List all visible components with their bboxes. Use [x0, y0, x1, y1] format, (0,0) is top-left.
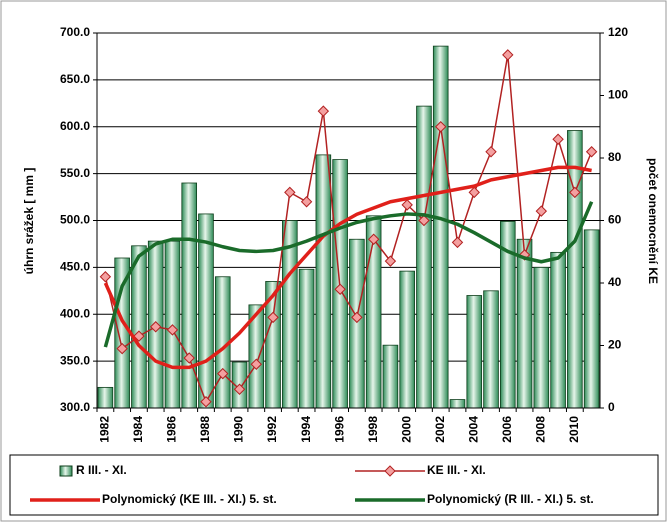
- marker: [435, 121, 447, 133]
- bar: [432, 45, 449, 409]
- x-tick-label: 2000: [399, 416, 413, 443]
- legend-label: Polynomický (R III. - XI.) 5. st.: [427, 492, 594, 506]
- x-tick-label: 1998: [366, 416, 380, 443]
- marker: [468, 186, 480, 199]
- bar: [466, 295, 483, 409]
- bar: [583, 229, 600, 409]
- x-tick-label: 2008: [533, 416, 547, 443]
- x-tick-label: 1986: [165, 416, 179, 443]
- bar: [97, 386, 114, 409]
- y-tick-label: 300.0: [60, 400, 90, 414]
- bar: [483, 290, 499, 409]
- y2-tick-label: 0: [608, 400, 615, 414]
- y-tick-label: 450.0: [60, 260, 90, 274]
- marker: [569, 186, 581, 199]
- x-tick-label: 2004: [466, 416, 480, 443]
- legend-label: R III. - XI.: [76, 463, 127, 477]
- marker: [451, 236, 464, 249]
- bar: [315, 154, 332, 409]
- marker: [217, 367, 229, 380]
- y-tick-label: 400.0: [60, 306, 90, 320]
- y2-tick-label: 40: [608, 275, 622, 289]
- x-tick-label: 1988: [198, 416, 212, 443]
- legend-box: [9, 454, 659, 516]
- x-tick-label: 1992: [265, 416, 279, 443]
- y-tick-label: 550.0: [60, 166, 90, 180]
- marker: [401, 199, 413, 211]
- bar: [382, 344, 399, 409]
- marker: [233, 383, 246, 395]
- y-tick-label: 500.0: [60, 213, 90, 227]
- bar: [533, 266, 550, 409]
- y2-tick-label: 80: [608, 150, 622, 164]
- bar: [399, 270, 415, 409]
- marker: [585, 146, 598, 158]
- marker: [418, 214, 430, 227]
- marker: [384, 255, 397, 267]
- y-tick-label: 600.0: [60, 119, 90, 133]
- marker: [552, 133, 564, 145]
- marker: [284, 186, 296, 199]
- marker: [267, 311, 279, 324]
- marker: [502, 49, 514, 61]
- bar: [516, 238, 533, 409]
- y2-tick-label: 100: [608, 88, 628, 102]
- legend-marker: [384, 465, 396, 477]
- marker: [317, 105, 330, 117]
- bar: [298, 268, 315, 409]
- y2-tick-label: 120: [608, 25, 628, 39]
- line: [103, 201, 594, 348]
- bar: [131, 245, 147, 409]
- bar: [349, 238, 365, 409]
- marker: [300, 196, 313, 208]
- marker: [166, 324, 179, 336]
- x-tick-label: 1994: [299, 416, 313, 443]
- bar: [449, 399, 466, 409]
- marker: [367, 233, 380, 245]
- marker: [149, 321, 162, 333]
- x-tick-label: 1982: [98, 416, 112, 443]
- y-axis-title: úhrn srážek [ mm ]: [22, 168, 36, 275]
- y-tick-label: 350.0: [60, 353, 90, 367]
- bar: [416, 105, 432, 409]
- marker: [351, 311, 363, 324]
- y-tick-label: 700.0: [60, 25, 90, 39]
- x-tick-label: 1984: [131, 416, 145, 443]
- marker: [334, 283, 346, 295]
- y2-axis-title: počet onemocnění KE: [646, 158, 660, 284]
- marker: [485, 146, 497, 158]
- bar: [181, 182, 197, 409]
- bar: [114, 257, 130, 409]
- x-tick-label: 2006: [500, 416, 514, 443]
- marker: [200, 396, 212, 408]
- y-tick-label: 650.0: [60, 72, 90, 86]
- legend-label: KE III. - XI.: [427, 463, 486, 477]
- marker: [133, 330, 145, 342]
- x-tick-label: 2002: [433, 416, 447, 443]
- marker: [99, 271, 112, 283]
- y2-tick-label: 20: [608, 338, 622, 352]
- legend-swatch: [59, 465, 73, 477]
- marker: [535, 205, 548, 217]
- x-tick-label: 1990: [232, 416, 246, 443]
- bar: [550, 251, 566, 409]
- line: [103, 165, 592, 370]
- x-tick-label: 1996: [332, 416, 346, 443]
- marker: [116, 342, 128, 355]
- bar: [567, 130, 583, 409]
- x-tick-label: 2010: [567, 416, 581, 443]
- line: [104, 54, 593, 403]
- y2-tick-label: 60: [608, 213, 622, 227]
- marker: [183, 352, 195, 364]
- legend-label: Polynomický (KE III. - XI.) 5. st.: [102, 492, 277, 506]
- marker: [250, 358, 262, 370]
